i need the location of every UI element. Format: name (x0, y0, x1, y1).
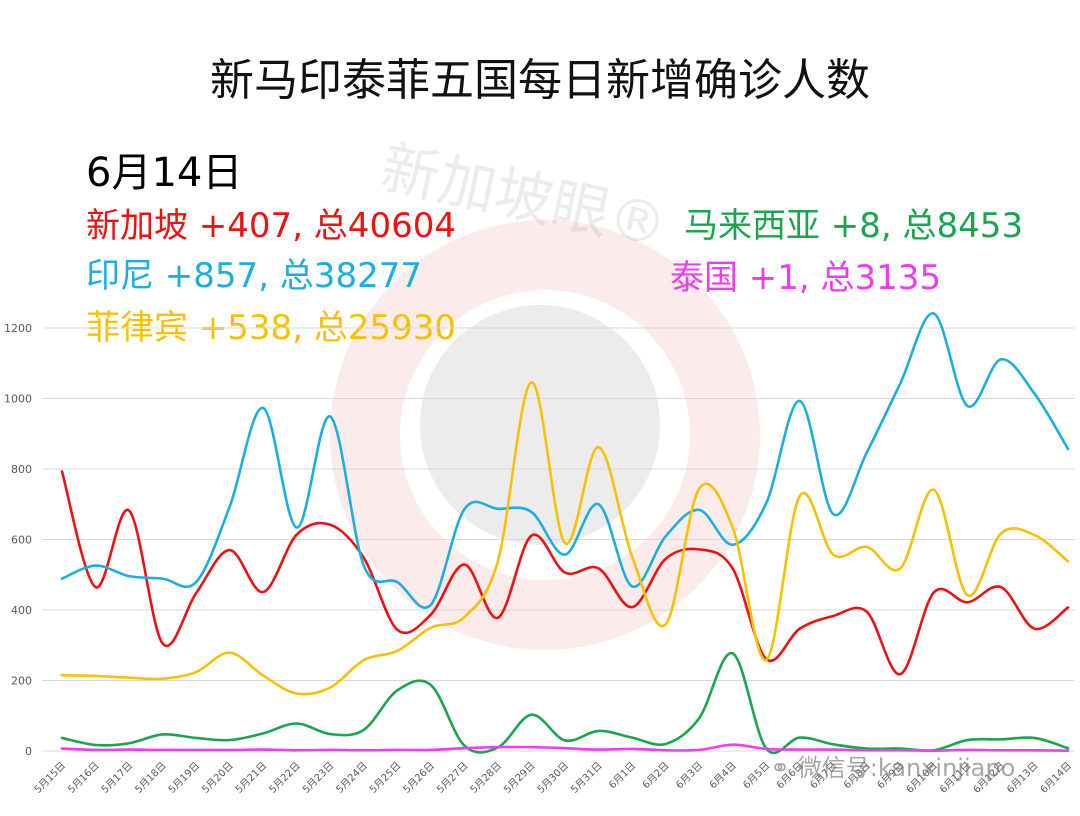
stat-thailand: 泰国 +1, 总3135 (670, 258, 942, 298)
x-tick-label: 5月19日 (166, 760, 202, 796)
y-tick-label: 800 (11, 463, 32, 476)
stat-indonesia: 印尼 +857, 总38277 (86, 256, 422, 296)
x-tick-label: 6月3日 (674, 760, 706, 792)
series-line-新加坡 (60, 470, 1070, 676)
y-axis-ticks: 0 200 400 600 800 1000 1200 (4, 322, 32, 758)
series-line-印尼 (60, 312, 1070, 609)
date-label: 6月14日 (86, 150, 243, 196)
series-line-菲律宾 (60, 380, 1070, 696)
x-tick-label: 5月28日 (468, 760, 504, 796)
x-tick-label: 5月24日 (334, 760, 370, 796)
x-tick-label: 5月17日 (99, 760, 135, 796)
x-tick-label: 5月21日 (233, 760, 269, 796)
y-tick-label: 200 (11, 675, 32, 688)
x-tick-label: 5月29日 (501, 760, 537, 796)
x-tick-label: 5月30日 (535, 760, 571, 796)
x-tick-label: 5月20日 (200, 760, 236, 796)
y-tick-label: 1000 (4, 393, 32, 406)
x-tick-label: 5月15日 (32, 760, 68, 796)
x-tick-label: 5月18日 (133, 760, 169, 796)
series-lines (60, 312, 1070, 755)
x-tick-label: 5月16日 (66, 760, 102, 796)
wechat-icon: ⚭ (770, 754, 791, 782)
y-tick-label: 1200 (4, 322, 32, 335)
x-tick-label: 5月27日 (434, 760, 470, 796)
series-line-马来西亚 (60, 652, 1070, 755)
x-tick-label: 6月4日 (707, 760, 739, 792)
stat-malaysia: 马来西亚 +8, 总8453 (684, 206, 1024, 246)
wechat-id: 微信号:kanxinjiapo (797, 754, 1016, 782)
x-tick-label: 6月2日 (640, 760, 672, 792)
x-tick-label: 5月23日 (300, 760, 336, 796)
y-tick-label: 400 (11, 604, 32, 617)
gridlines (42, 327, 1075, 752)
x-tick-label: 6月1日 (607, 760, 639, 792)
x-tick-label: 5月31日 (569, 760, 605, 796)
x-tick-label: 5月22日 (267, 760, 303, 796)
stat-singapore: 新加坡 +407, 总40604 (86, 206, 456, 246)
chart-title: 新马印泰菲五国每日新增确诊人数 (210, 55, 870, 106)
x-tick-label: 5月26日 (401, 760, 437, 796)
watermark-logo (420, 305, 660, 545)
wechat-watermark: ⚭ 微信号:kanxinjiapo (770, 748, 1015, 783)
x-tick-label: 6月5日 (741, 760, 773, 792)
y-tick-label: 600 (11, 534, 32, 547)
series-line-泰国 (60, 743, 1070, 752)
x-tick-label: 6月14日 (1038, 760, 1074, 796)
x-tick-label: 5月25日 (367, 760, 403, 796)
y-tick-label: 0 (25, 745, 32, 758)
